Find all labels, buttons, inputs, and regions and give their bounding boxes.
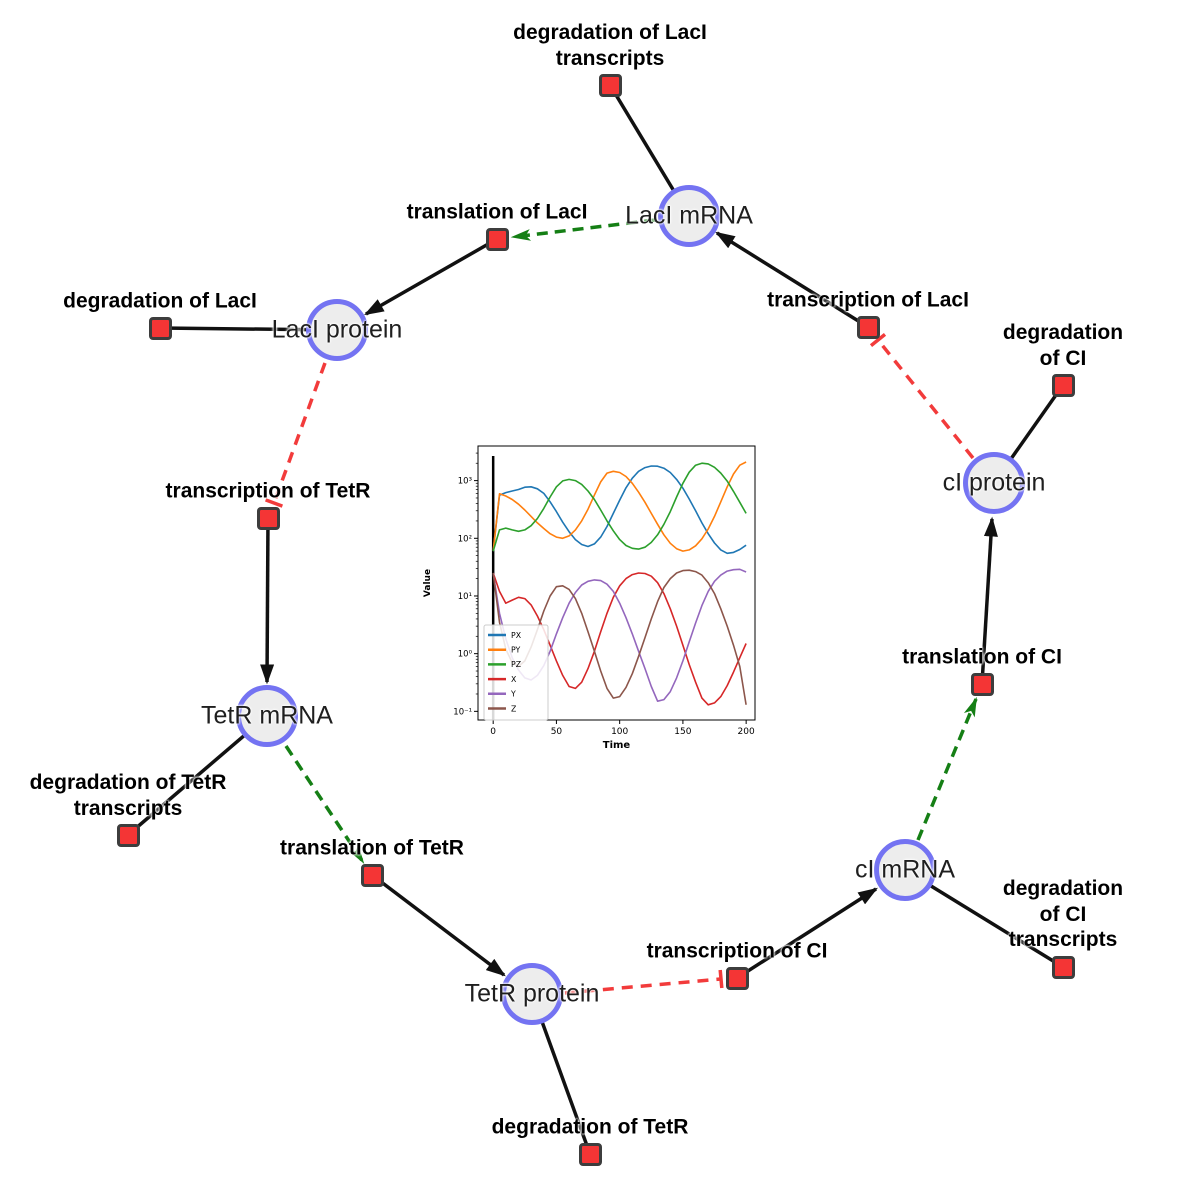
y-tick-label: 10⁰ xyxy=(458,650,473,660)
reaction-node-translation-ci[interactable] xyxy=(970,672,994,696)
edge-transcription-tetr-to-mrna xyxy=(260,517,275,685)
reaction-label-translation-tetr: translation of TetR xyxy=(280,836,464,860)
edge-transcription-laci-to-mrna xyxy=(715,231,869,329)
species-label-laci-protein: LacI protein xyxy=(271,315,403,344)
legend-label-PY: PY xyxy=(511,646,521,655)
x-tick-label: 0 xyxy=(490,727,496,737)
x-tick-label: 100 xyxy=(611,727,628,737)
edge-tetr-protein-inhibits-ci-transcription xyxy=(564,977,722,995)
reaction-node-degradation-ci-transcripts[interactable] xyxy=(1051,955,1075,979)
tbar-tetr-protein-inhibition xyxy=(718,969,724,989)
timeseries-plot: 10⁻¹ 10⁰ 10¹ 10² 10³ 0 50 100 150 200 Time Value PX P… xyxy=(420,433,770,765)
x-tick-label: 150 xyxy=(674,727,691,737)
x-tick-label: 50 xyxy=(551,727,563,737)
reaction-node-transcription-laci[interactable] xyxy=(856,315,880,339)
species-node-laci-protein[interactable] xyxy=(306,299,368,361)
reaction-node-transcription-ci[interactable] xyxy=(725,966,749,990)
species-label-tetr-mrna: TetR mRNA xyxy=(201,701,333,730)
legend-label-Y: Y xyxy=(510,690,516,699)
edge-transcription-ci-to-mrna xyxy=(736,887,878,980)
y-tick-label: 10⁻¹ xyxy=(453,707,472,717)
series-PY xyxy=(492,461,747,552)
reaction-label-transcription-ci: transcription of CI xyxy=(646,939,828,963)
species-node-ci-mrna[interactable] xyxy=(874,839,936,901)
tbar-laci-protein-inhibition xyxy=(264,498,284,508)
chart-axes xyxy=(477,445,756,721)
reaction-node-transcription-tetr[interactable] xyxy=(256,506,280,530)
y-tick-label: 10² xyxy=(458,534,472,544)
reaction-node-degradation-tetr[interactable] xyxy=(578,1142,602,1166)
reaction-node-translation-laci[interactable] xyxy=(485,227,509,251)
legend-label-X: X xyxy=(511,675,517,684)
edge-laci-mrna-activates-translation xyxy=(510,218,656,241)
series-X xyxy=(492,572,747,706)
reaction-label-degradation-ci: degradation of CI xyxy=(1002,320,1124,370)
edge-tetr-mrna-activates-translation xyxy=(284,745,365,864)
species-node-tetr-mrna[interactable] xyxy=(236,685,298,747)
edge-translation-laci-to-protein xyxy=(363,237,498,316)
series-PZ xyxy=(492,462,747,552)
reaction-node-degradation-laci[interactable] xyxy=(148,316,172,340)
reaction-node-translation-tetr[interactable] xyxy=(360,863,384,887)
edge-translation-tetr-to-protein xyxy=(370,873,506,977)
reaction-label-transcription-tetr: transcription of TetR xyxy=(165,479,371,503)
x-tick-label: 200 xyxy=(738,727,755,737)
reaction-label-degradation-tetr-transcripts: degradation of TetR transcripts xyxy=(29,770,227,820)
legend-label-Z: Z xyxy=(511,704,516,713)
tbar-ci-protein-inhibition xyxy=(869,333,887,347)
y-tick-label: 10¹ xyxy=(458,592,472,602)
species-label-tetr-protein: TetR protein xyxy=(464,979,600,1008)
reaction-node-degradation-tetr-transcripts[interactable] xyxy=(116,823,140,847)
edge-ci-protein-inhibits-laci-transcription xyxy=(876,338,975,460)
reaction-label-degradation-laci: degradation of LacI xyxy=(63,289,257,313)
reaction-label-translation-ci: translation of CI xyxy=(902,645,1062,669)
edge-laci-protein-inhibits-tetr-transcription xyxy=(272,362,327,504)
species-node-laci-mrna[interactable] xyxy=(658,185,720,247)
legend-label-PX: PX xyxy=(511,631,522,640)
edge-translation-ci-to-protein xyxy=(980,516,998,685)
reaction-node-degradation-laci-transcripts[interactable] xyxy=(598,73,622,97)
y-axis-label: Value xyxy=(423,569,433,597)
species-label-ci-protein: cI protein xyxy=(942,468,1046,497)
y-tick-label: 10³ xyxy=(458,477,472,487)
species-node-tetr-protein[interactable] xyxy=(501,963,563,1025)
species-label-ci-mrna: cI mRNA xyxy=(855,855,955,884)
species-label-laci-mrna: LacI mRNA xyxy=(625,201,753,230)
x-axis-label: Time xyxy=(603,740,631,751)
reaction-label-translation-laci: translation of LacI xyxy=(406,200,588,224)
reaction-label-degradation-tetr: degradation of TetR xyxy=(491,1115,689,1139)
reaction-label-degradation-ci-transcripts: degradation of CI transcripts xyxy=(1002,877,1124,952)
edge-ci-mrna-activates-translation xyxy=(916,696,978,841)
species-node-ci-protein[interactable] xyxy=(963,452,1025,514)
reaction-label-degradation-laci-transcripts: degradation of LacI transcripts xyxy=(513,20,707,70)
series-PX xyxy=(492,465,747,555)
reaction-label-transcription-laci: transcription of LacI xyxy=(767,288,969,312)
legend-label-PZ: PZ xyxy=(511,660,521,669)
reaction-node-degradation-ci[interactable] xyxy=(1051,373,1075,397)
